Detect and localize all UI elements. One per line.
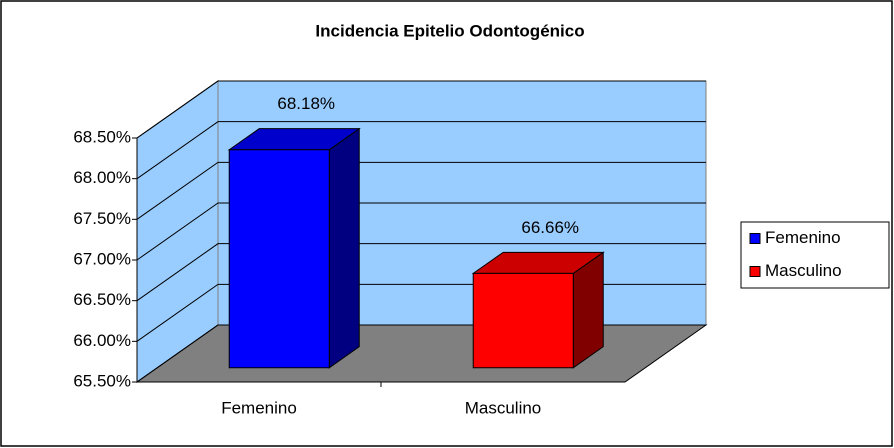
legend-swatch	[749, 233, 761, 244]
x-tick-label: Masculino	[465, 398, 542, 417]
bar	[472, 272, 574, 369]
legend-label: Femenino	[765, 228, 841, 247]
data-label: 68.18%	[277, 94, 335, 113]
x-tick-label: Femenino	[221, 398, 297, 417]
y-tick-label: 66.50%	[73, 290, 131, 309]
chart-title: Incidencia Epitelio Odontogénico	[315, 21, 584, 40]
grid-line	[136, 202, 706, 261]
data-label: 66.66%	[521, 218, 579, 237]
y-tick-label: 67.50%	[73, 209, 131, 228]
grid-line	[136, 243, 706, 302]
bar	[228, 149, 330, 369]
legend-box	[740, 221, 890, 289]
y-tick-label: 68.00%	[73, 168, 131, 187]
y-tick-label: 67.00%	[73, 249, 131, 268]
bar-side	[328, 127, 360, 369]
legend-label: Masculino	[765, 261, 842, 280]
y-tick-label: 66.00%	[73, 331, 131, 350]
grid-line	[136, 161, 706, 220]
floor	[135, 324, 708, 383]
legend-swatch	[749, 266, 761, 277]
grid-line	[136, 121, 706, 180]
grid-line	[136, 80, 706, 139]
y-tick-label: 68.50%	[73, 127, 131, 146]
y-tick-label: 65.50%	[73, 371, 131, 390]
